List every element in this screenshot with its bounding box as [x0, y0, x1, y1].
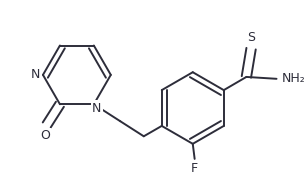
Text: N: N [31, 68, 40, 81]
Text: NH₂: NH₂ [282, 72, 305, 85]
Text: S: S [247, 31, 255, 44]
Text: N: N [92, 102, 101, 115]
Text: F: F [191, 162, 198, 175]
Text: O: O [40, 129, 50, 142]
